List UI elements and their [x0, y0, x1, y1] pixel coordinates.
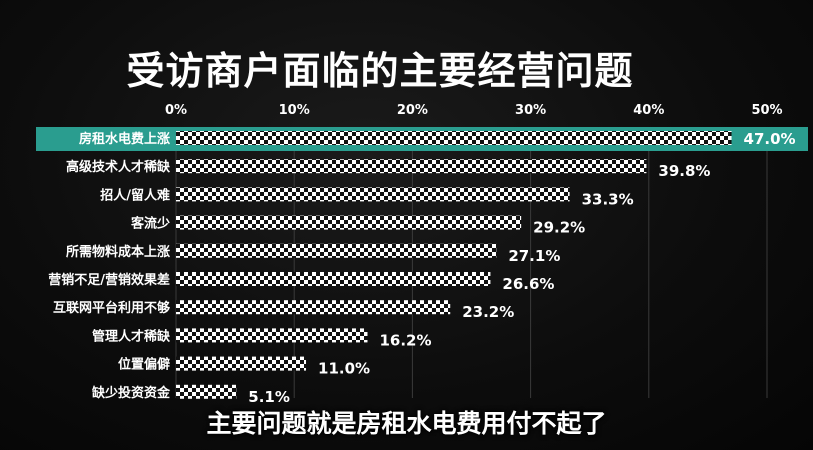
category-label: 客流少	[131, 216, 170, 232]
category-label: 招人/留人难	[100, 187, 170, 203]
video-caption: 主要问题就是房租水电费用付不起了	[206, 409, 607, 438]
x-tick-label: 20%	[397, 103, 428, 118]
x-axis-ticks: 0% 10% 20% 30% 40% 50%	[165, 103, 783, 118]
x-tick-label: 0%	[165, 103, 187, 118]
bar	[176, 272, 491, 286]
value-label: 23.2%	[462, 303, 514, 321]
value-label: 33.3%	[582, 190, 634, 208]
category-label: 互联网平台利用不够	[53, 300, 170, 316]
bar	[176, 131, 732, 145]
bar	[176, 187, 570, 202]
category-label: 高级技术人才稀缺	[66, 159, 171, 175]
bar	[176, 300, 451, 315]
value-label: 16.2%	[379, 331, 431, 349]
value-label: 47.0%	[744, 130, 796, 148]
category-label: 管理人才稀缺	[92, 328, 171, 344]
bar	[176, 159, 647, 174]
bar	[176, 215, 522, 230]
bar	[176, 243, 497, 258]
x-tick-label: 40%	[633, 103, 664, 118]
value-label: 11.0%	[318, 360, 370, 378]
x-tick-label: 10%	[279, 103, 310, 118]
bar	[176, 384, 237, 399]
x-tick-label: 50%	[751, 103, 782, 118]
value-label: 27.1%	[508, 247, 560, 265]
bar	[176, 356, 307, 371]
chart-title: 受访商户面临的主要经营问题	[126, 49, 634, 93]
category-label: 位置偏僻	[118, 357, 170, 373]
bars: 房租水电费上涨 47.0% 高级技术人才稀缺 39.8% 招人/留人难 33.3% 客流少 2…	[36, 127, 808, 406]
value-label: 26.6%	[502, 275, 554, 293]
category-label: 营销不足/营销效果差	[48, 272, 170, 288]
bar	[176, 328, 368, 343]
value-label: 5.1%	[248, 388, 290, 406]
category-label: 所需物料成本上涨	[66, 244, 170, 260]
value-label: 29.2%	[533, 219, 585, 237]
category-label: 缺少投资资金	[91, 385, 171, 401]
x-tick-label: 30%	[515, 103, 546, 118]
value-label: 39.8%	[658, 162, 710, 180]
category-label: 房租水电费上涨	[79, 131, 170, 147]
